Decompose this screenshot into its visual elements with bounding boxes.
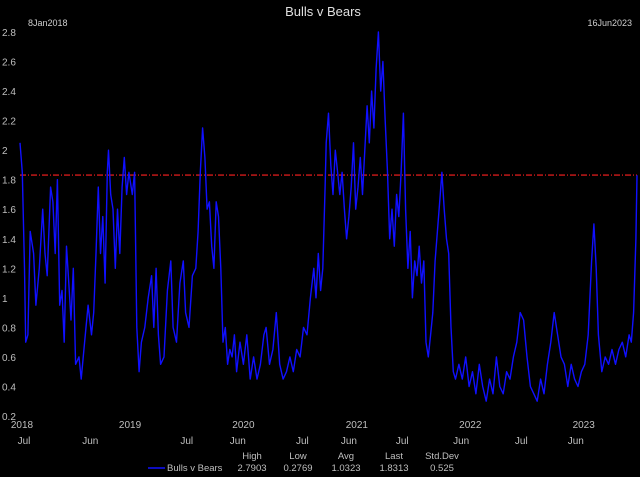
x-year-label: 2023 (573, 420, 596, 431)
y-tick-label: 1.8 (2, 176, 16, 187)
x-month-label: Jun (230, 436, 246, 447)
y-axis: 0.2 0.4 0.6 0.8 1 1.2 1.4 1.6 1.8 2 2.2 2.4 2.6 2.8 (2, 28, 16, 423)
x-month-label: Jul (18, 436, 31, 447)
stats-table: High Low Avg Last Std.Dev 2.7903 0.2769 … (237, 451, 459, 474)
stat-value-low: 0.2769 (283, 463, 312, 474)
x-year-label: 2018 (11, 420, 34, 431)
y-tick-label: 2.4 (2, 87, 16, 98)
chart-title: Bulls v Bears (285, 4, 361, 19)
legend-series-name: Bulls v Bears (167, 463, 223, 474)
x-axis: 2018 2019 2020 2021 2022 2023 Jul Jun Jul Jun Jul J… (11, 420, 595, 447)
x-month-label: Jul (396, 436, 409, 447)
y-tick-label: 0.8 (2, 323, 16, 334)
end-date-label: 16Jun2023 (587, 18, 632, 28)
y-tick-label: 0.2 (2, 412, 16, 423)
x-year-label: 2021 (346, 420, 369, 431)
y-tick-label: 2.2 (2, 117, 16, 128)
stat-value-avg: 1.0323 (331, 463, 360, 474)
x-month-label: Jun (568, 436, 584, 447)
x-year-label: 2022 (459, 420, 482, 431)
stat-value-last: 1.8313 (379, 463, 408, 474)
y-tick-label: 1.6 (2, 205, 16, 216)
stat-header-low: Low (289, 451, 307, 462)
y-tick-label: 1.4 (2, 235, 16, 246)
y-tick-label: 1.2 (2, 264, 16, 275)
x-month-label: Jul (180, 436, 193, 447)
stat-header-high: High (242, 451, 262, 462)
series-group (19, 31, 638, 402)
y-tick-label: 0.4 (2, 382, 16, 393)
y-tick-label: 2 (2, 146, 8, 157)
stat-header-last: Last (385, 451, 403, 462)
start-date-label: 8Jan2018 (28, 18, 68, 28)
y-tick-label: 0.6 (2, 353, 16, 364)
series-line-bulls-v-bears (19, 31, 638, 402)
stat-header-stddev: Std.Dev (425, 451, 459, 462)
x-month-label: Jul (296, 436, 309, 447)
x-year-label: 2019 (119, 420, 142, 431)
stat-value-high: 2.7903 (237, 463, 266, 474)
x-month-label: Jun (341, 436, 357, 447)
legend: Bulls v Bears (148, 463, 223, 474)
x-year-label: 2020 (232, 420, 255, 431)
stat-header-avg: Avg (338, 451, 354, 462)
y-tick-label: 2.8 (2, 28, 16, 39)
y-tick-label: 1 (2, 294, 8, 305)
x-month-label: Jun (82, 436, 98, 447)
stat-value-stddev: 0.525 (430, 463, 454, 474)
x-month-label: Jun (453, 436, 469, 447)
x-month-label: Jul (515, 436, 528, 447)
y-tick-label: 2.6 (2, 58, 16, 69)
